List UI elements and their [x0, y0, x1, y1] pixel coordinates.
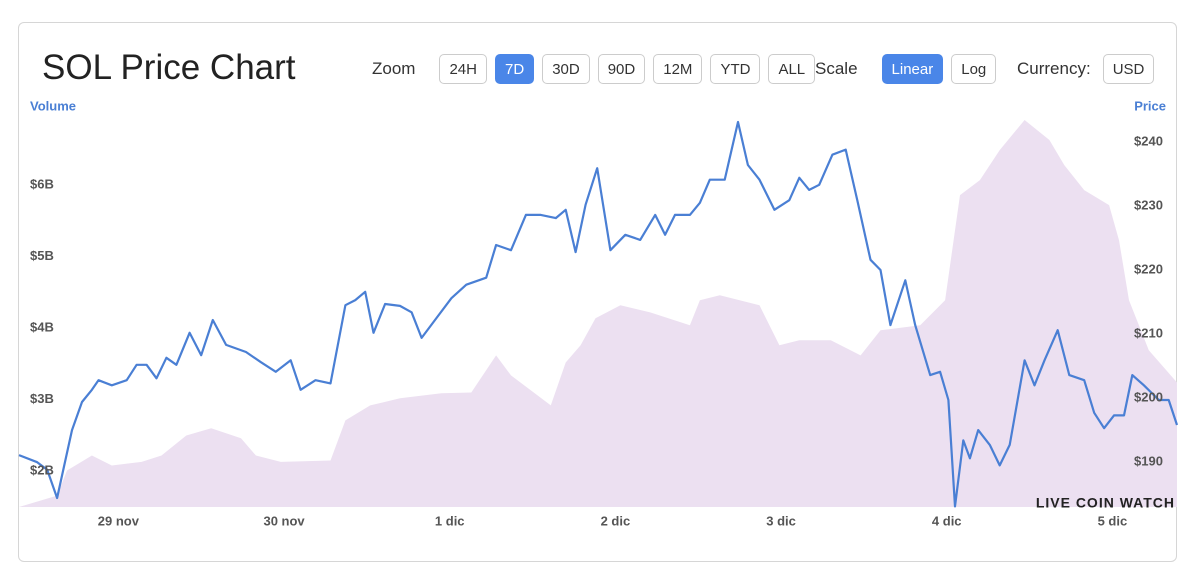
option-button[interactable]: ALL: [768, 54, 816, 84]
option-button[interactable]: Linear: [881, 54, 944, 84]
x-tick-label: 4 dic: [932, 513, 962, 528]
y2-tick-label: $220: [1134, 261, 1163, 276]
option-button[interactable]: 30D: [542, 54, 590, 84]
volume-area: [19, 120, 1177, 507]
y-tick-label: $2B: [30, 463, 54, 478]
scale-label: Scale: [815, 59, 858, 78]
y-tick-label: $6B: [30, 177, 54, 192]
y2-tick-label: $240: [1134, 133, 1163, 148]
x-tick-label: 3 dic: [766, 513, 796, 528]
y2-tick-label: $190: [1134, 454, 1163, 469]
page: SOL Price Chart Zoom 24H 7D 30D 90D 12M YTD ALL…: [18, 22, 1179, 562]
y2-tick-label: $230: [1134, 197, 1163, 212]
x-tick-label: 30 nov: [263, 513, 305, 528]
plot-area: [18, 120, 1179, 508]
zoom-group: Zoom 24H 7D 30D 90D 12M YTD ALL: [372, 54, 823, 84]
option-button[interactable]: 24H: [439, 54, 487, 84]
x-tick-label: 2 dic: [601, 513, 631, 528]
option-button[interactable]: 90D: [597, 54, 646, 84]
option-button[interactable]: 7D: [495, 54, 535, 84]
watermark: LIVE COIN WATCH: [1036, 495, 1175, 511]
currency-group: Currency: USD: [1017, 54, 1162, 84]
x-tick-label: 1 dic: [435, 513, 465, 528]
chart: Volume Price $2B $3B $4B $5B $6B $190 $200 $210…: [18, 98, 1179, 528]
currency-button[interactable]: USD: [1102, 54, 1155, 84]
y-axis-title: Volume: [30, 98, 76, 113]
y-tick-label: $4B: [30, 320, 54, 335]
zoom-label: Zoom: [372, 59, 416, 78]
option-button[interactable]: Log: [951, 54, 997, 84]
x-tick-label: 5 dic: [1098, 513, 1128, 528]
y-tick-label: $5B: [30, 248, 54, 263]
currency-label: Currency:: [1017, 59, 1091, 78]
x-tick-label: 29 nov: [98, 513, 140, 528]
y-tick-label: $3B: [30, 391, 54, 406]
scale-group: Scale Linear Log: [815, 54, 1004, 84]
option-button[interactable]: YTD: [710, 54, 761, 84]
page-title: SOL Price Chart: [42, 48, 296, 87]
y2-tick-label: $210: [1134, 325, 1163, 340]
price-line: [18, 120, 1179, 508]
y2-tick-label: $200: [1134, 390, 1163, 405]
y2-axis-title: Price: [1134, 98, 1166, 113]
option-button[interactable]: 12M: [653, 54, 703, 84]
